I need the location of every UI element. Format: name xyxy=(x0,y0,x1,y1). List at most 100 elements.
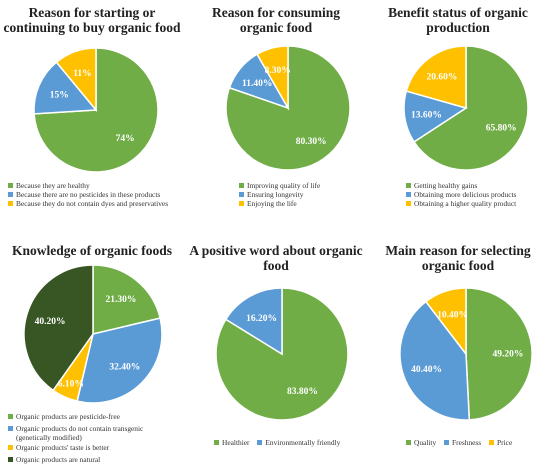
legend-swatch xyxy=(406,201,411,206)
pie-slice xyxy=(256,45,289,111)
chart-title: Knowledge of organic foods xyxy=(0,243,184,258)
legend-swatch xyxy=(8,457,13,462)
legend-swatch xyxy=(8,183,13,188)
legend-label: Ensuring longevity xyxy=(247,190,304,199)
chart-panel-benefit-status: Benefit status of organic production 65.… xyxy=(366,0,550,236)
pie-slice xyxy=(55,47,97,113)
slice-value-label: 16.20% xyxy=(246,314,277,324)
slice-value-label: 40.40% xyxy=(411,365,442,375)
legend-label: Freshness xyxy=(452,438,482,447)
legend-swatch xyxy=(8,445,13,450)
legend-swatch xyxy=(406,440,411,445)
legend-item: Healthier xyxy=(214,438,250,447)
legend-label: Environmentally friendly xyxy=(265,438,341,447)
legend-swatch xyxy=(8,426,13,431)
legend-swatch xyxy=(444,440,450,445)
chart-legend: Getting healthy gains Obtaining more del… xyxy=(406,181,550,208)
legend-label: Obtaining more delicious products xyxy=(414,190,517,199)
legend-swatch xyxy=(239,183,244,188)
slice-value-label: 11% xyxy=(73,69,91,79)
chart-title-line: A positive word about organic xyxy=(189,243,363,258)
slice-value-label: 15% xyxy=(50,91,69,101)
slice-value-label: 74% xyxy=(116,134,135,144)
legend-item: Because they are healthy xyxy=(8,181,184,190)
legend-label: Because they do not contain dyes and pre… xyxy=(16,199,169,208)
chart-title-line: production xyxy=(426,20,490,35)
legend-item: Ensuring longevity xyxy=(239,190,367,199)
slice-value-label: 21.30% xyxy=(105,295,136,305)
legend-swatch xyxy=(8,201,13,206)
pie-chart: 83.80% 16.20% xyxy=(215,287,349,421)
legend-item: Getting healthy gains xyxy=(406,181,550,190)
chart-title: A positive word about organic food xyxy=(184,243,368,273)
pie-slice xyxy=(23,264,94,392)
legend-swatch xyxy=(406,192,411,197)
chart-legend: Organic products are pesticide-free Orga… xyxy=(8,412,176,464)
pie-slice xyxy=(424,287,467,357)
pie-slice xyxy=(465,287,533,421)
pie-chart: 49.20% 40.40% 10.40% xyxy=(399,287,533,421)
legend-label: Organic products do not contain transgen… xyxy=(16,424,144,442)
slice-value-label: 13.60% xyxy=(411,111,442,121)
legend-label: Quality xyxy=(414,438,437,447)
chart-panel-selection-reason: Main reason for selecting organic food 4… xyxy=(366,236,550,472)
slice-value-label: 65.80% xyxy=(486,124,517,134)
chart-title-line: Benefit status of organic xyxy=(388,5,528,20)
chart-panel-consuming-reasons: Reason for consuming organic food 80.30%… xyxy=(184,0,368,236)
legend-label: Because they are healthy xyxy=(16,181,90,190)
slice-value-label: 49.20% xyxy=(493,349,524,359)
pie-slice xyxy=(224,287,283,356)
legend-item: Improving quality of life xyxy=(239,181,367,190)
legend-item: Freshness xyxy=(444,438,481,447)
legend-label: Obtaining a higher quality product xyxy=(414,199,517,208)
chart-title-line: Main reason for selecting xyxy=(385,243,531,258)
chart-panel-positive-word: A positive word about organic food 83.80… xyxy=(184,236,368,472)
legend-label: Organic products are natural xyxy=(16,455,101,464)
legend-label: Because there are no pesticides in these… xyxy=(16,190,161,199)
legend-label: Organic products' taste is better xyxy=(16,443,110,452)
legend-label: Getting healthy gains xyxy=(414,181,478,190)
legend-item: Obtaining more delicious products xyxy=(406,190,550,199)
chart-title-line: continuing to buy organic food xyxy=(3,20,181,35)
legend-swatch xyxy=(214,440,219,445)
chart-legend: Improving quality of life Ensuring longe… xyxy=(239,181,367,208)
chart-title: Reason for consuming organic food xyxy=(184,5,368,35)
legend-item: Organic products are natural xyxy=(8,455,176,464)
legend-item: Quality xyxy=(406,438,436,447)
chart-title: Main reason for selecting organic food xyxy=(366,243,550,273)
legend-label: Improving quality of life xyxy=(247,181,321,190)
chart-legend: Because they are healthy Because there a… xyxy=(8,181,184,208)
legend-item: Because there are no pesticides in these… xyxy=(8,190,184,199)
chart-title-line: organic food xyxy=(239,20,313,35)
chart-panel-buying-reasons: Reason for starting or continuing to buy… xyxy=(0,0,184,236)
slice-value-label: 80.30% xyxy=(296,137,327,147)
legend-swatch xyxy=(239,192,244,197)
slice-value-label: 20.60% xyxy=(426,73,457,83)
pie-slice xyxy=(76,317,163,404)
slice-value-label: 83.80% xyxy=(287,387,318,397)
pie-slice xyxy=(405,45,467,109)
slice-value-label: 8.30% xyxy=(265,66,291,76)
legend-item: Because they do not contain dyes and pre… xyxy=(8,199,184,208)
legend-swatch xyxy=(257,440,263,445)
legend-label: Price xyxy=(497,438,513,447)
chart-title-line: Reason for starting or xyxy=(28,5,156,20)
chart-title-line: Knowledge of organic foods xyxy=(11,243,173,258)
legend-swatch xyxy=(406,183,411,188)
chart-legend: Healthier Environmentally friendly xyxy=(214,438,368,447)
legend-swatch xyxy=(489,440,495,445)
chart-title-line: organic food xyxy=(421,258,495,273)
chart-title-line: Reason for consuming xyxy=(211,5,340,20)
pie-slice xyxy=(92,264,162,335)
chart-panel-knowledge: Knowledge of organic foods 21.30% 32.40% 6… xyxy=(0,236,184,472)
pie-chart: 74% 15% 11% xyxy=(33,47,159,173)
chart-title-line: food xyxy=(263,258,289,273)
pie-slice xyxy=(399,300,471,421)
pie-chart: 65.80% 13.60% 20.60% xyxy=(403,45,529,171)
legend-label: Enjoying the life xyxy=(247,199,297,208)
chart-legend: Quality Freshness Price xyxy=(406,438,550,447)
legend-item: Organic products' taste is better xyxy=(8,443,176,452)
legend-label: Healthier xyxy=(222,438,250,447)
legend-item: Environmentally friendly xyxy=(257,438,340,447)
legend-swatch xyxy=(8,192,13,197)
